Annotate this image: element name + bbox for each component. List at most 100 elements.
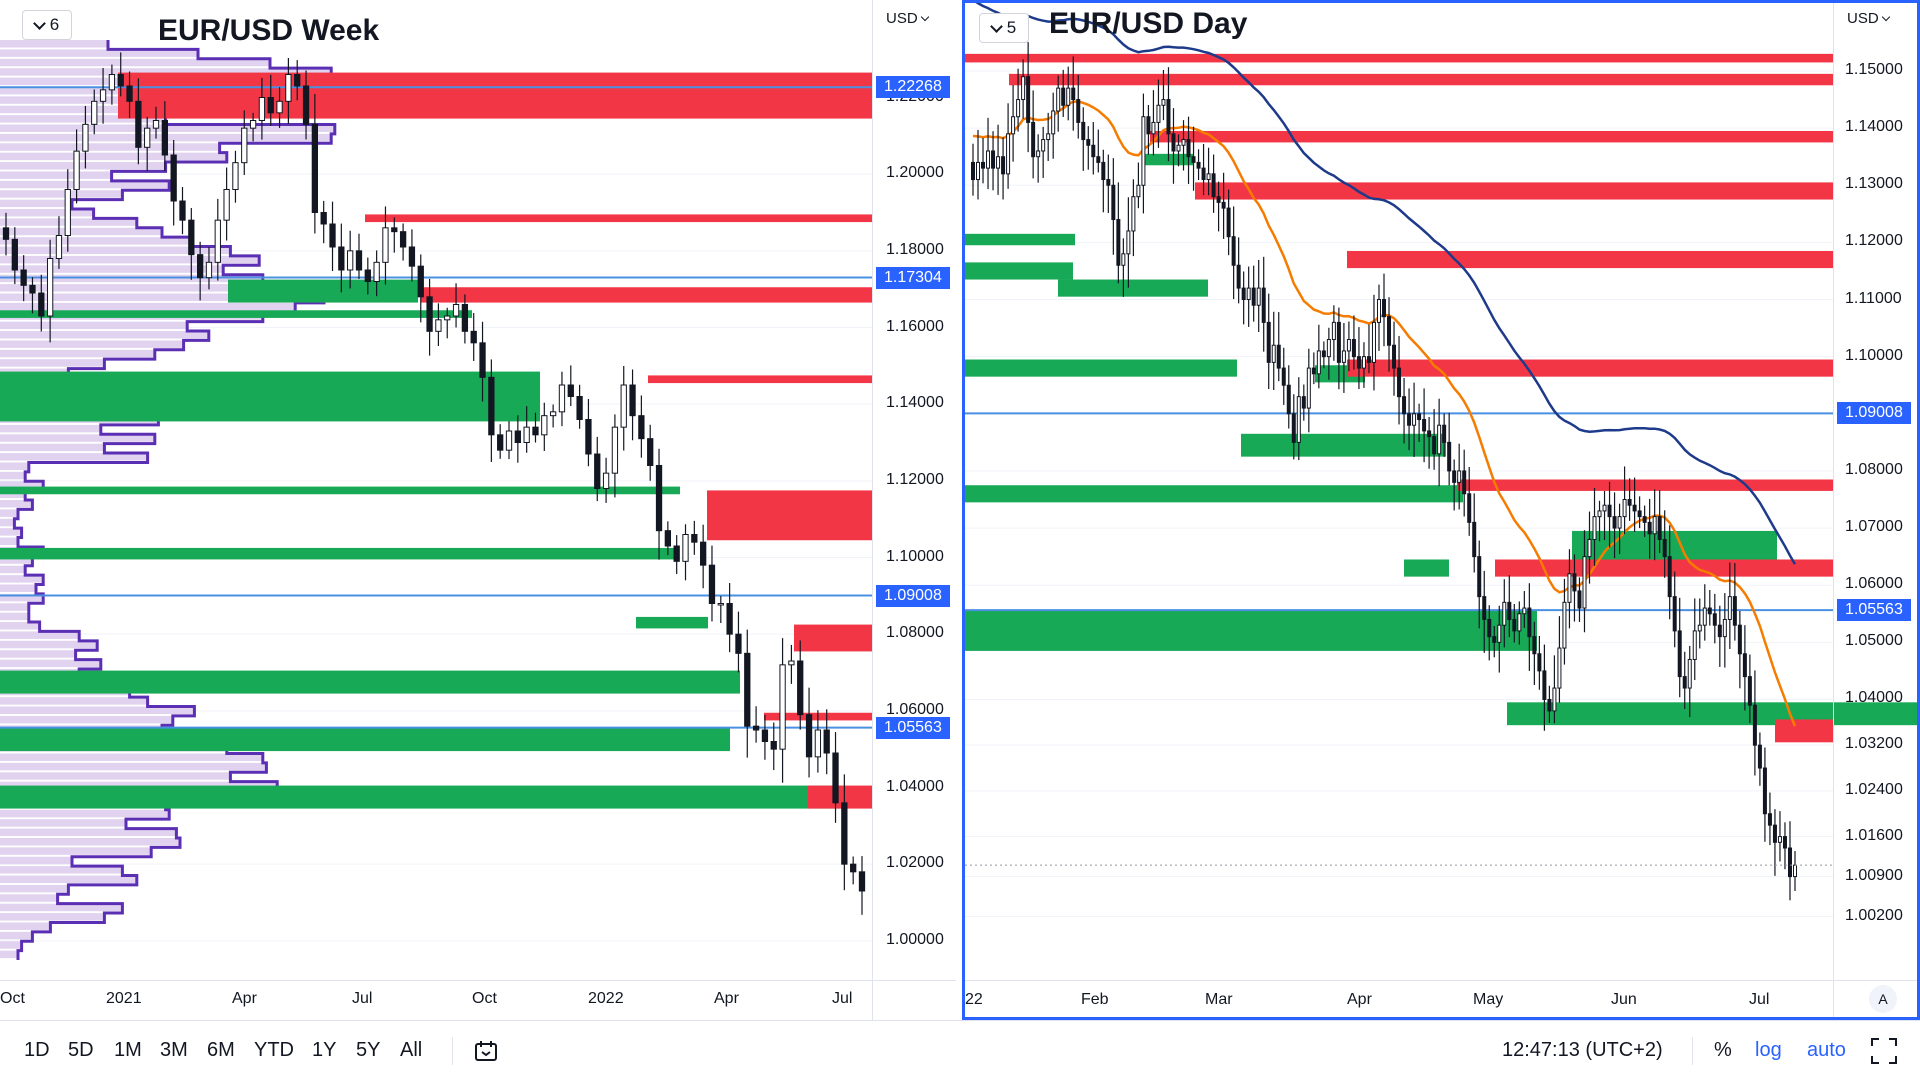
supply-zone [707,490,872,541]
auto-scale-button[interactable]: A [1869,985,1897,1013]
price-level-tag[interactable]: 1.05563 [1837,599,1911,622]
daily-chart-canvas[interactable] [965,3,1917,1017]
price-tick: 1.11000 [1845,289,1902,307]
bearish-candle [391,227,398,233]
clock-timezone[interactable]: 12:47:13 (UTC+2) [1502,1039,1663,1061]
price-tick: 1.12000 [886,470,944,488]
volume-profile-bar [0,903,123,912]
indicator-count-toggle[interactable]: 5 [979,13,1029,43]
bullish-candle [258,97,266,121]
time-tick: 2021 [106,990,142,1007]
demand-zone [0,547,676,560]
bullish-candle [152,120,160,129]
timeframe-5d[interactable]: 5D [68,1039,94,1061]
timeframe-1d[interactable]: 1D [24,1039,50,1061]
bearish-candle [1091,144,1096,158]
bullish-candle [1176,144,1181,152]
price-tick: 1.12000 [1845,232,1903,250]
demand-zone [965,233,1075,246]
bearish-candle [1707,607,1712,615]
bearish-candle [1311,367,1316,375]
bullish-candle [1597,510,1602,518]
bearish-candle [470,330,477,344]
log-scale-toggle[interactable]: log [1755,1039,1782,1061]
volume-profile-bar [0,237,191,245]
bullish-candle [1617,516,1622,529]
bearish-candle [1261,287,1266,323]
bullish-candle [1316,350,1321,375]
bearish-candle [1402,396,1407,415]
volume-profile-bar [0,819,126,827]
toolbar-divider [452,1037,453,1065]
timeframe-ytd[interactable]: YTD [254,1039,294,1061]
daily-chart-panel[interactable]: 5 EUR/USD Day USD 1.15000 1.14000 1.13000 1… [962,0,1920,1020]
bearish-candle [970,161,976,181]
volume-profile-bar [0,265,224,273]
bearish-candle [1732,596,1737,626]
indicator-count-toggle[interactable]: 6 [22,10,72,40]
currency-selector[interactable]: USD [1847,10,1890,27]
price-tick: 1.05000 [1845,632,1903,650]
volume-profile-bar [0,443,105,452]
demand-zone [1241,433,1446,457]
bearish-candle [1547,698,1552,712]
supply-zone [1495,559,1833,577]
bearish-candle [1146,116,1151,135]
timeframe-5y[interactable]: 5Y [356,1039,381,1061]
chevron-down-icon [920,12,929,21]
supply-zone [1009,73,1833,86]
bearish-candle [1627,498,1632,506]
bearish-candle [320,212,327,225]
price-level-tag[interactable]: 1.05563 [876,716,950,739]
weekly-chart-canvas[interactable] [0,0,956,1020]
bearish-candle [11,238,18,271]
bearish-candle [1116,219,1121,266]
price-tick: 1.04000 [1845,689,1903,707]
bearish-candle [417,265,424,298]
bullish-candle [1341,350,1346,363]
bearish-candle [1251,287,1256,306]
bearish-candle [761,729,769,742]
volume-profile-bar [0,462,29,470]
bearish-candle [338,246,345,271]
timeframe-1m[interactable]: 1M [114,1039,142,1061]
time-tick: Mar [1205,991,1233,1008]
price-level-tag[interactable]: 1.09008 [1837,402,1911,425]
price-level-tag[interactable]: 1.09008 [876,584,950,607]
bullish-candle [1181,139,1186,146]
bullish-candle [1361,356,1366,369]
volume-profile-bar [0,490,26,499]
demand-zone [636,616,708,629]
bearish-candle [1387,316,1392,346]
timeframe-3m[interactable]: 3M [160,1039,188,1061]
price-level-tag[interactable]: 1.17304 [876,266,950,289]
bullish-candle [1497,624,1502,643]
price-tick: 1.01600 [1845,826,1903,844]
timeframe-6m[interactable]: 6M [207,1039,235,1061]
bullish-candle [1011,116,1016,135]
chevron-down-icon [989,19,1003,33]
volume-profile-bar [0,565,26,574]
bullish-candle [232,162,239,191]
fullscreen-icon[interactable] [1870,1037,1898,1065]
bearish-candle [399,231,407,248]
bearish-candle [752,725,760,731]
weekly-chart-panel[interactable]: 6 EUR/USD Week USD 1.220001.200001.18000… [0,0,956,1020]
auto-scale-toggle[interactable]: auto [1807,1039,1846,1061]
timeframe-all[interactable]: All [400,1039,423,1061]
bullish-candle [99,89,107,102]
currency-selector[interactable]: USD [886,10,929,27]
bearish-candle [1291,413,1296,443]
percent-scale-toggle[interactable]: % [1714,1039,1732,1061]
bullish-candle [1016,99,1021,118]
bearish-candle [638,415,645,440]
price-level-tag[interactable]: 1.22268 [876,76,950,99]
date-range-icon[interactable] [474,1039,500,1063]
volume-profile-bar [0,208,94,217]
volume-profile-bar [0,321,188,330]
timeframe-1y[interactable]: 1Y [312,1039,337,1061]
demand-zone [0,310,472,318]
bullish-candle [620,384,627,428]
bullish-candle [382,227,389,263]
volume-profile-bar [0,856,72,865]
